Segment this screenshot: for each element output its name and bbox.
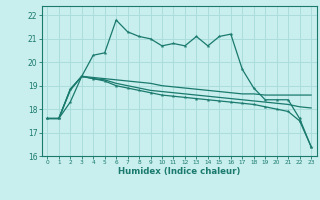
X-axis label: Humidex (Indice chaleur): Humidex (Indice chaleur) <box>118 167 240 176</box>
